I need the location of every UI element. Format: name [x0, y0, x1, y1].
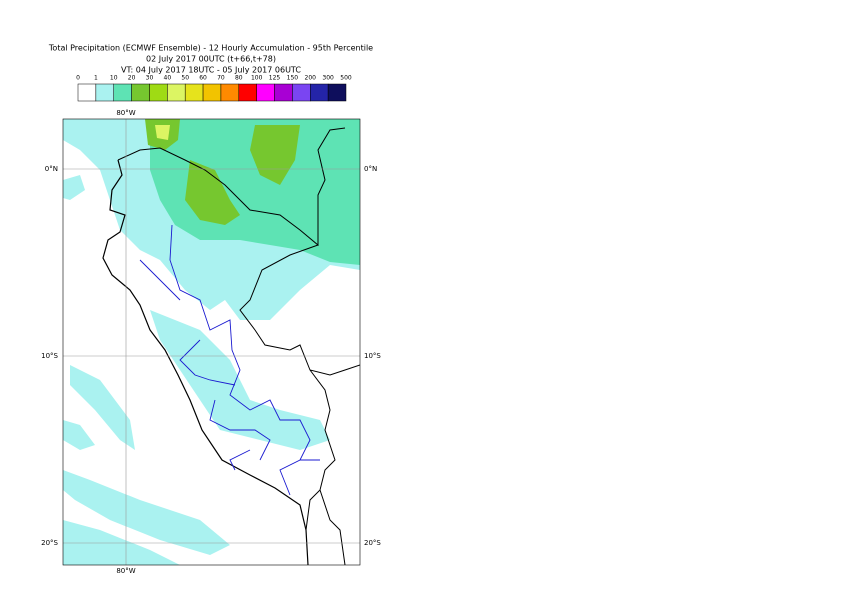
legend-label: 100 — [251, 75, 263, 82]
legend-label: 60 — [199, 75, 207, 82]
border — [239, 244, 360, 531]
legend-label: 10 — [110, 75, 118, 82]
precip-area — [155, 125, 170, 140]
legend-label: 500 — [340, 75, 352, 82]
legend-swatch — [274, 83, 293, 102]
precip-area — [63, 470, 230, 555]
legend-swatch — [131, 83, 150, 102]
legend-label: 125 — [269, 75, 281, 82]
valid-time: VT: 04 July 2017 18UTC - 05 July 2017 06… — [121, 66, 301, 75]
lat-label: 10°S — [41, 352, 58, 360]
legend-swatch — [327, 83, 347, 102]
legend-label: 50 — [181, 75, 189, 82]
precip-area — [63, 175, 85, 200]
legend-swatch — [113, 83, 132, 102]
legend-swatch — [167, 83, 186, 102]
region-border — [139, 224, 320, 496]
legend-label: 200 — [305, 75, 317, 82]
legend: 0 1 10 20 30 40 50 60 70 80 100 125 150 200 300 500 — [76, 75, 352, 102]
legend-label: 0 — [76, 75, 80, 82]
precip-area — [70, 365, 135, 450]
legend-swatch — [238, 83, 257, 102]
lat-label: 0°N — [45, 165, 58, 173]
legend-label: 40 — [164, 75, 172, 82]
border — [319, 489, 346, 565]
lon-label: 80°W — [116, 567, 135, 575]
legend-label: 30 — [146, 75, 154, 82]
legend-label: 300 — [322, 75, 334, 82]
legend-swatch — [202, 83, 222, 102]
legend-label: 70 — [217, 75, 225, 82]
precip-area — [150, 119, 360, 265]
lat-label: 10°S — [364, 352, 381, 360]
run-time: 02 July 2017 00UTC (t+66,t+78) — [146, 55, 276, 64]
legend-swatch — [149, 83, 168, 102]
legend-label: 80 — [235, 75, 243, 82]
lon-label: 80°W — [116, 109, 135, 117]
coastline — [102, 159, 309, 565]
lat-label: 0°N — [364, 165, 377, 173]
legend-swatch — [220, 83, 240, 102]
legend-swatch — [292, 83, 311, 102]
legend-label: 150 — [287, 75, 299, 82]
legend-label: 1 — [94, 75, 98, 82]
map-frame — [62, 118, 361, 566]
legend-swatch — [310, 83, 329, 102]
precip-area — [63, 420, 95, 450]
precip-area — [63, 520, 180, 565]
legend-label: 20 — [128, 75, 136, 82]
lat-label: 20°S — [364, 539, 381, 547]
legend-swatch — [184, 83, 204, 102]
precip-area — [185, 160, 240, 225]
title: Total Precipitation (ECMWF Ensemble) - 1… — [48, 44, 373, 53]
legend-swatch — [95, 83, 114, 102]
lat-label: 20°S — [41, 539, 58, 547]
border — [117, 127, 346, 247]
legend-swatch — [256, 83, 275, 102]
map — [63, 119, 360, 565]
legend-swatch — [77, 83, 97, 102]
precip-area — [250, 125, 300, 185]
